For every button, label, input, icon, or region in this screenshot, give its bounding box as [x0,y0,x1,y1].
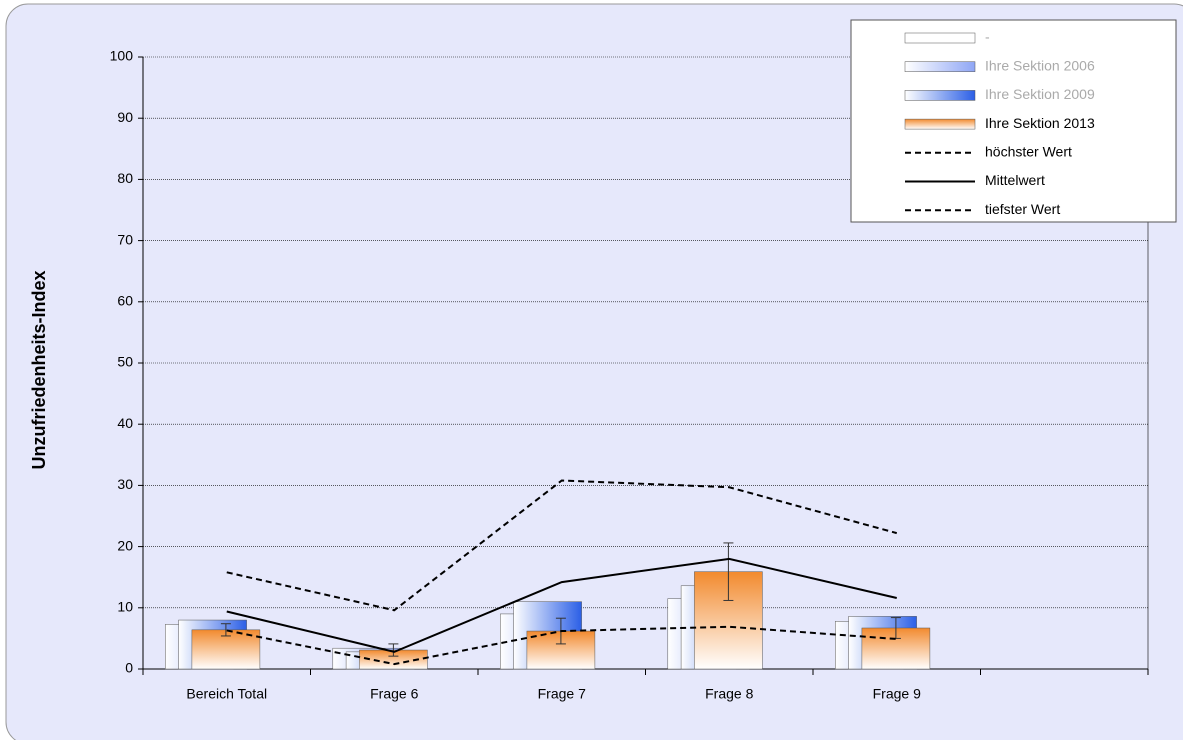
y-tick-label: 0 [125,660,133,676]
y-tick-label: 100 [110,48,134,64]
y-tick-label: 70 [117,231,133,247]
error-bar [220,623,231,637]
y-tick-label: 30 [117,476,133,492]
y-tick-label: 60 [117,293,133,309]
legend-label: - [985,29,990,45]
x-tick-label: Frage 9 [873,686,921,702]
legend-swatch [904,32,976,44]
x-tick-label: Bereich Total [186,686,267,702]
error-bar [723,542,734,601]
y-axis-label: Unzufriedenheits-Index [29,270,49,469]
x-tick-label: Frage 7 [538,686,586,702]
x-tick-label: Frage 8 [705,686,753,702]
legend-label: höchster Wert [985,144,1072,160]
line [226,557,897,653]
line [226,479,898,612]
y-tick-label: 80 [117,170,133,186]
line [226,625,897,666]
legend-swatch [904,61,976,72]
legend-swatch [904,90,976,101]
legend-label: Mittelwert [985,172,1045,188]
x-tick-label: Frage 6 [370,686,418,702]
y-tick-label: 50 [117,354,133,370]
y-tick-label: 10 [117,599,133,615]
y-tick-label: 90 [117,109,133,125]
y-tick-label: 20 [117,537,133,553]
legend-swatch [904,118,976,130]
legend-label: Ihre Sektion 2006 [985,57,1095,73]
error-bar [388,643,399,657]
legend-label: tiefster Wert [985,201,1060,217]
y-tick-label: 40 [117,415,133,431]
legend-label: Ihre Sektion 2009 [985,86,1095,102]
legend-label: Ihre Sektion 2013 [985,115,1095,131]
